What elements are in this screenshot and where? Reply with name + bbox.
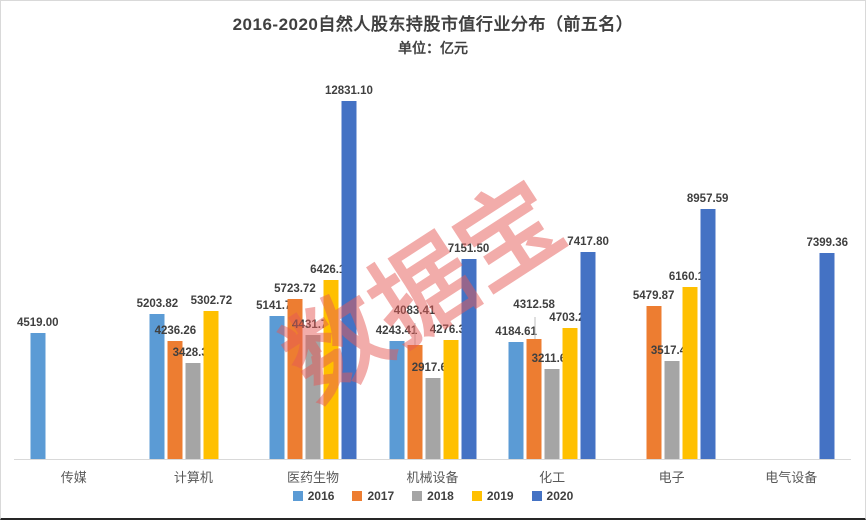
label-leader-line bbox=[414, 323, 416, 345]
bar-2019-机械设备 bbox=[443, 340, 459, 459]
legend-label: 2018 bbox=[427, 489, 454, 503]
data-label-2020-医药生物: 12831.10 bbox=[324, 85, 373, 97]
bar-2016-计算机 bbox=[149, 314, 165, 459]
data-label-2017-计算机: 4236.26 bbox=[154, 325, 197, 337]
data-label-2019-医药生物: 6426.19 bbox=[310, 264, 352, 276]
category-group-传媒: 4519.00 bbox=[14, 101, 134, 459]
data-label-2019-电子: 6160.18 bbox=[668, 271, 711, 283]
plot-area: 4519.00 5203.82 4236.26 3428.33 5302.72 5141.… bbox=[14, 85, 851, 459]
data-label-2018-化工: 3211.64 bbox=[531, 353, 573, 365]
category-group-电气设备: 7399.36 bbox=[731, 101, 851, 459]
bar-2020-化工 bbox=[580, 252, 596, 459]
data-label-2019-化工: 4703.23 bbox=[549, 312, 591, 324]
data-label-2016-医药生物: 5141.73 bbox=[256, 300, 298, 312]
category-group-计算机: 5203.82 4236.26 3428.33 5302.72 bbox=[134, 101, 254, 459]
data-label-2018-电子: 3517.40 bbox=[650, 345, 693, 357]
bar-2020-电气设备 bbox=[819, 253, 835, 459]
legend: 2016 2017 2018 2019 2020 bbox=[1, 489, 865, 503]
data-label-2017-化工: 4312.58 bbox=[513, 299, 555, 311]
category-label-传媒: 传媒 bbox=[60, 470, 87, 485]
data-label-2017-医药生物: 5723.72 bbox=[274, 283, 316, 295]
bar-2018-化工 bbox=[544, 369, 560, 459]
bar-2016-传媒 bbox=[30, 333, 46, 459]
legend-item-2019: 2019 bbox=[471, 489, 514, 503]
data-label-2020-化工: 7417.80 bbox=[567, 236, 609, 248]
legend-swatch-icon bbox=[292, 491, 303, 501]
legend-swatch-icon bbox=[412, 491, 423, 501]
bar-2018-计算机 bbox=[185, 363, 201, 459]
bar-2017-化工 bbox=[526, 339, 542, 459]
legend-swatch-icon bbox=[352, 491, 363, 501]
legend-swatch-icon bbox=[471, 491, 482, 501]
category-group-化工: 4184.61 4312.58 3211.64 4703.23 7417.80 bbox=[492, 101, 612, 459]
bar-2016-化工 bbox=[508, 342, 524, 459]
bar-2019-电子 bbox=[682, 287, 698, 459]
category-label-电子: 电子 bbox=[658, 470, 685, 485]
bar-2019-计算机 bbox=[203, 311, 219, 459]
category-group-电子: 5479.87 3517.40 6160.18 8957.59 bbox=[612, 101, 732, 459]
bar-2020-机械设备 bbox=[461, 259, 477, 459]
bar-2017-计算机 bbox=[167, 341, 183, 459]
chart-title: 2016-2020自然人股东持股市值行业分布（前五名） bbox=[232, 15, 634, 34]
category-axis: 传媒 计算机 医药生物 机械设备 化工 电子 电气设备 bbox=[14, 467, 851, 486]
data-label-2020-电子: 8957.59 bbox=[686, 193, 729, 205]
legend-label: 2019 bbox=[486, 489, 514, 503]
bar-2020-电子 bbox=[700, 209, 716, 459]
data-label-2016-机械设备: 4243.41 bbox=[375, 325, 418, 337]
legend-item-2018: 2018 bbox=[412, 489, 454, 503]
bar-2018-机械设备 bbox=[425, 378, 441, 459]
bar-2019-医药生物 bbox=[323, 280, 339, 459]
label-leader-line bbox=[534, 317, 536, 339]
bar-2018-医药生物 bbox=[305, 335, 321, 459]
legend-label: 2020 bbox=[546, 489, 574, 503]
data-label-2018-计算机: 3428.33 bbox=[172, 347, 215, 359]
data-label-2016-计算机: 5203.82 bbox=[136, 298, 179, 310]
legend-label: 2016 bbox=[307, 489, 335, 503]
data-label-2020-电气设备: 7399.36 bbox=[806, 237, 849, 249]
category-group-机械设备: 4243.41 4083.41 2917.62 4276.31 7151.50 bbox=[373, 101, 493, 459]
category-label-电气设备: 电气设备 bbox=[765, 470, 818, 485]
bar-2019-化工 bbox=[562, 328, 578, 459]
bar-2017-机械设备 bbox=[407, 345, 423, 459]
bar-2017-电子 bbox=[646, 306, 662, 459]
chart-unit-label: 单位：亿元 bbox=[398, 40, 468, 56]
data-label-2018-机械设备: 2917.62 bbox=[411, 362, 454, 374]
bar-2016-机械设备 bbox=[389, 341, 405, 459]
category-label-医药生物: 医药生物 bbox=[286, 470, 339, 485]
data-label-2019-计算机: 5302.72 bbox=[190, 295, 233, 307]
bar-2016-医药生物 bbox=[269, 316, 285, 459]
legend-item-2016: 2016 bbox=[292, 489, 335, 503]
data-label-2016-化工: 4184.61 bbox=[495, 326, 537, 338]
data-label-2018-医药生物: 4431.79 bbox=[292, 319, 334, 331]
bar-2020-医药生物 bbox=[341, 101, 357, 459]
data-label-2017-机械设备: 4083.41 bbox=[393, 305, 436, 317]
bar-2017-医药生物 bbox=[287, 299, 303, 459]
bar-2018-电子 bbox=[664, 361, 680, 459]
data-label-2017-电子: 5479.87 bbox=[632, 290, 675, 302]
data-label-2016-传媒: 4519.00 bbox=[16, 317, 59, 329]
category-label-计算机: 计算机 bbox=[173, 470, 213, 485]
legend-swatch-icon bbox=[531, 491, 542, 501]
category-label-机械设备: 机械设备 bbox=[406, 470, 459, 485]
data-label-2019-机械设备: 4276.31 bbox=[429, 324, 472, 336]
legend-item-2017: 2017 bbox=[352, 489, 394, 503]
category-label-化工: 化工 bbox=[539, 470, 566, 485]
legend-item-2020: 2020 bbox=[531, 489, 574, 503]
data-label-2020-机械设备: 7151.50 bbox=[447, 243, 490, 255]
category-group-医药生物: 5141.73 5723.72 4431.79 6426.19 12831.10 bbox=[253, 85, 373, 459]
legend-label: 2017 bbox=[367, 489, 395, 503]
x-axis-line bbox=[14, 459, 851, 460]
